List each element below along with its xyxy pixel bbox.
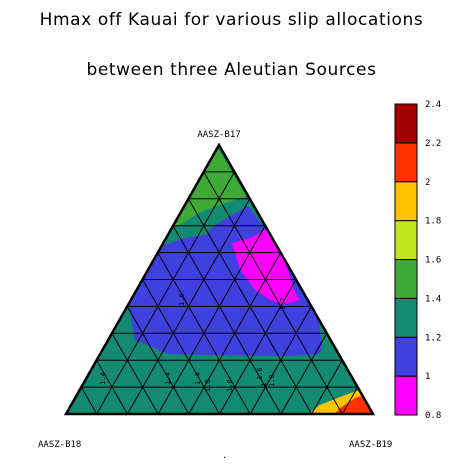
colorbar-tick-label: 2 [425, 178, 430, 188]
chart-subtitle: between three Aleutian Sources [86, 60, 377, 80]
contour-label: 1.4 [99, 372, 107, 385]
grid-line [219, 279, 297, 414]
colorbar-tick-label: 0.8 [425, 411, 441, 421]
contour-label: 1.2 [279, 297, 287, 310]
contour-label: 1.4 [164, 372, 172, 385]
grid-line [157, 225, 266, 414]
grid-line [142, 279, 220, 414]
colorbar-swatch [394, 220, 418, 260]
colorbar-tick-label: 1.6 [425, 256, 441, 266]
contour-label: 1.6 [256, 367, 264, 380]
contour-labels: 1.6 1.2 1 1.4 1.4 1.4 1.6 1.6 1.8 1.8 [99, 293, 287, 392]
grid-line [280, 333, 328, 414]
triangle-outline [63, 142, 376, 416]
ternary-grid [80, 171, 359, 414]
colorbar-swatch [394, 259, 418, 299]
contour-label: 1 [260, 383, 268, 387]
colorbar-swatch [394, 375, 418, 416]
stray-dot: . [222, 451, 227, 461]
chart-title: Hmax off Kauai for various slip allocati… [39, 10, 424, 30]
colorbar-tick-label: 2.2 [425, 139, 441, 149]
colorbar-tick-label: 1.4 [425, 294, 441, 304]
contour-label: 1.6 [268, 374, 276, 387]
vertex-label-bottom-left: AASZ-B18 [38, 440, 81, 450]
colorbar-swatch [394, 297, 418, 338]
grid-line [341, 386, 359, 414]
contour-label: 1.6 [178, 293, 186, 306]
grid-line [96, 171, 235, 414]
grid-line [80, 386, 98, 414]
grid-line [187, 198, 313, 414]
grid-line [111, 333, 159, 414]
grid-line [203, 171, 343, 414]
vertex-label-bottom-right: AASZ-B19 [349, 440, 392, 450]
contour-label: 1.8 [226, 379, 234, 392]
colorbar: 0.8 1 1.2 1.4 1.6 1.8 2 2.2 2.4 [394, 100, 441, 421]
colorbar-tick-label: 1.2 [425, 333, 441, 343]
colorbar-swatch [394, 103, 418, 144]
contour-label: 1.4 [194, 372, 202, 385]
vertex-label-top: AASZ-B17 [197, 130, 240, 140]
colorbar-tick-label: 2.4 [425, 100, 441, 110]
colorbar-swatch [394, 142, 418, 183]
grid-line [172, 225, 282, 414]
contour-label: 1.8 [204, 379, 212, 392]
colorbar-swatch [394, 336, 418, 377]
contour-band [232, 228, 300, 305]
grid-line [126, 198, 251, 414]
colorbar-tick-label: 1 [425, 372, 430, 382]
colorbar-swatch [394, 181, 418, 222]
colorbar-tick-label: 1.8 [425, 217, 441, 227]
